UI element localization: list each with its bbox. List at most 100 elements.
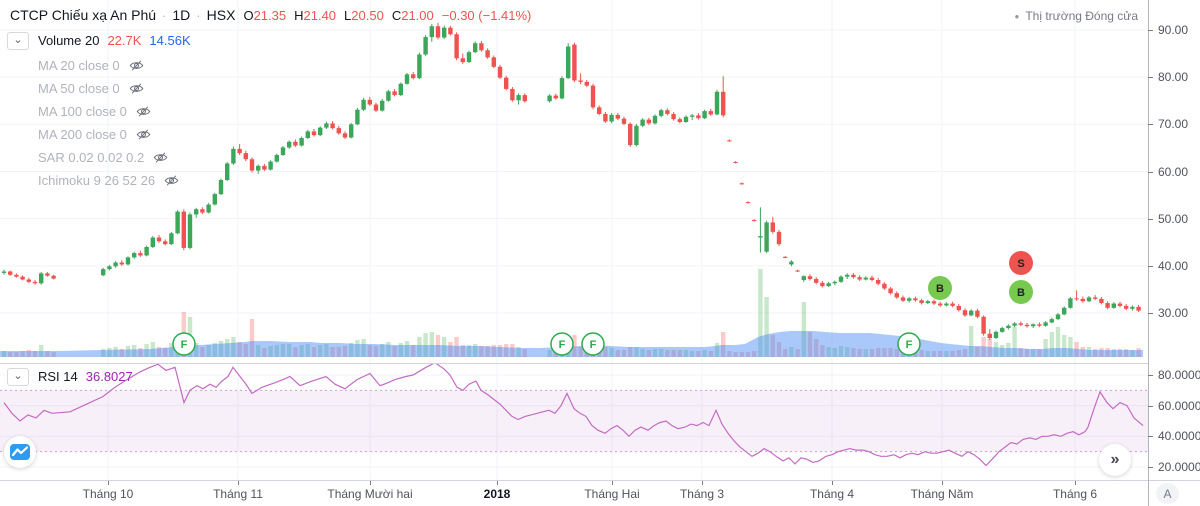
svg-text:F: F [590, 339, 597, 351]
time-label: Tháng Năm [910, 487, 974, 501]
scroll-to-realtime-button[interactable]: » [1099, 444, 1131, 476]
axis-price-label: 20.0000 [1158, 460, 1200, 474]
eye-off-icon[interactable] [129, 59, 144, 72]
interval-label[interactable]: 1D [172, 7, 191, 23]
svg-text:S: S [1017, 258, 1024, 270]
volume-legend[interactable]: Volume 20 22.7K 14.56K [38, 33, 191, 48]
sell-marker[interactable]: S [1009, 251, 1033, 275]
price-change: −0.30 (−1.41%) [441, 7, 532, 23]
filled-order-marker[interactable]: F [172, 332, 196, 356]
status-text: Thị trường Đóng cửa [1025, 9, 1138, 23]
axis-tick [1148, 436, 1153, 438]
time-label: Tháng 4 [809, 487, 855, 501]
axis-tick [1148, 375, 1153, 376]
eye-off-icon[interactable] [164, 174, 179, 187]
axis-price-label: 50.00 [1158, 211, 1189, 226]
axis-price-label: 30.00 [1158, 306, 1189, 320]
rsi-legend[interactable]: RSI 14 36.8027 [38, 369, 133, 384]
pane-separator[interactable] [0, 363, 1148, 364]
svg-text:F: F [559, 339, 566, 351]
price-pane-canvas[interactable]: F F F F B S B [0, 0, 1148, 363]
ohlc-close: C21.00 [391, 7, 434, 23]
axis-price-label: 90.00 [1158, 23, 1189, 37]
indicator-label: Ichimoku 9 26 52 26 [38, 173, 156, 188]
market-status: ● Thị trường Đóng cửa [1015, 9, 1139, 23]
time-label: Tháng Mười hai [327, 487, 413, 501]
axis-tick [1148, 467, 1153, 468]
price-axis-border [1148, 0, 1149, 506]
eye-off-icon[interactable] [136, 128, 151, 141]
chevron-down-icon[interactable]: ⌄ [7, 368, 29, 386]
area-chart-icon [10, 444, 30, 460]
indicator-row[interactable]: Ichimoku 9 26 52 26 [38, 169, 179, 192]
axis-price-label: 80.0000 [1158, 368, 1200, 382]
indicator-row[interactable]: MA 50 close 0 [38, 77, 179, 100]
eye-off-icon[interactable] [129, 82, 144, 95]
indicator-label: MA 200 close 0 [38, 127, 127, 142]
volume-value: 22.7K [107, 33, 142, 48]
symbol-header: CTCP Chiếu xạ An Phú · 1D · HSX O21.35 H… [10, 7, 531, 23]
time-tick [497, 481, 498, 485]
time-axis-separator [0, 480, 1200, 481]
symbol-name[interactable]: CTCP Chiếu xạ An Phú [10, 7, 157, 23]
axis-tick [1148, 30, 1153, 31]
time-tick [238, 481, 239, 485]
axis-tick [1148, 218, 1153, 220]
volume-ma-value: 14.56K [149, 33, 191, 48]
axis-tick [1148, 313, 1153, 314]
indicator-row[interactable]: SAR 0.02 0.02 0.2 [38, 146, 179, 169]
time-label: Tháng 11 [213, 487, 263, 501]
axis-price-label: 60.00 [1158, 164, 1189, 179]
status-dot-icon: ● [1014, 11, 1020, 21]
svg-text:B: B [936, 283, 944, 295]
eye-off-icon[interactable] [136, 105, 151, 118]
filled-order-marker[interactable]: F [550, 332, 574, 356]
time-tick [702, 481, 703, 485]
rsi-pane-canvas[interactable] [0, 364, 1148, 480]
chart-style-button[interactable] [4, 436, 36, 468]
separator: · [162, 7, 167, 23]
filled-order-marker[interactable]: F [897, 332, 921, 356]
eye-off-icon[interactable] [153, 151, 168, 164]
axis-tick [1148, 77, 1153, 79]
svg-text:F: F [181, 339, 188, 351]
time-tick [832, 481, 833, 485]
ohlc-open: O21.35 [243, 7, 287, 23]
time-tick [612, 481, 613, 485]
indicator-legend-list: MA 20 close 0 MA 50 close 0 MA 100 close 0… [38, 54, 179, 192]
time-tick [1075, 481, 1076, 485]
time-tick [108, 481, 109, 485]
time-label: 2018 [483, 487, 511, 501]
axis-auto-button[interactable]: A [1156, 483, 1179, 504]
rsi-value: 36.8027 [85, 369, 133, 384]
axis-price-label: 80.00 [1158, 70, 1189, 85]
ohlc-low: L20.50 [344, 7, 384, 23]
time-label: Tháng 10 [82, 487, 134, 501]
axis-price-label: 40.0000 [1158, 429, 1200, 444]
indicator-row[interactable]: MA 20 close 0 [38, 54, 179, 77]
svg-text:B: B [1017, 287, 1025, 299]
time-tick [942, 481, 943, 485]
volume-label: Volume 20 [38, 33, 100, 48]
indicator-label: MA 20 close 0 [38, 58, 120, 73]
time-axis[interactable]: Tháng 10 Tháng 11 Tháng Mười hai 2018 Tháng … [0, 481, 1200, 506]
chevron-down-icon[interactable]: ⌄ [7, 32, 29, 50]
indicator-row[interactable]: MA 200 close 0 [38, 123, 179, 146]
axis-price-label: 40.00 [1158, 258, 1189, 273]
indicator-label: MA 50 close 0 [38, 81, 120, 96]
ohlc-high: H21.40 [294, 7, 337, 23]
axis-tick [1148, 124, 1153, 126]
filled-order-marker[interactable]: F [581, 332, 605, 356]
axis-tick [1148, 265, 1153, 267]
buy-marker[interactable]: B [928, 276, 952, 300]
time-label: Tháng Hai [584, 487, 640, 501]
axis-price-label: 60.0000 [1158, 398, 1200, 413]
buy-marker[interactable]: B [1009, 280, 1033, 304]
time-tick [370, 481, 371, 485]
rsi-label: RSI 14 [38, 369, 78, 384]
indicator-row[interactable]: MA 100 close 0 [38, 100, 179, 123]
indicator-label: SAR 0.02 0.02 0.2 [38, 150, 145, 165]
time-label: Tháng 6 [1052, 487, 1098, 501]
exchange-label: HSX [206, 7, 236, 23]
